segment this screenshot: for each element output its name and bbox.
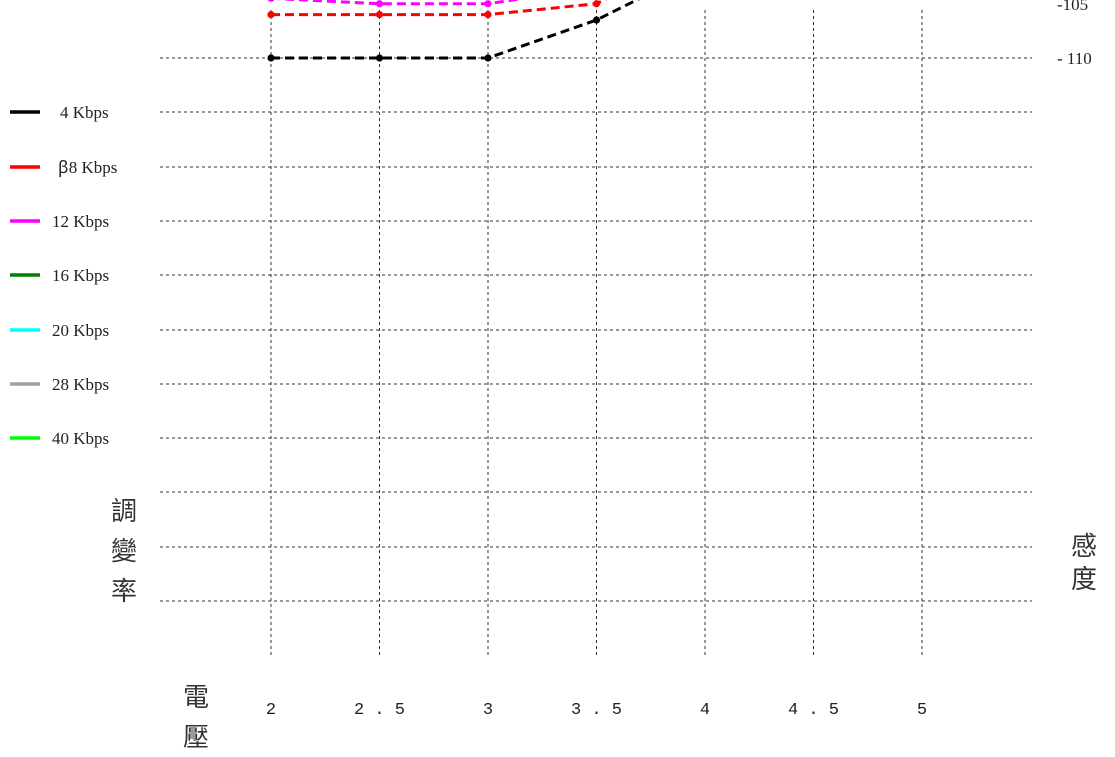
legend-label: ꞵ8 Kbps: [58, 158, 117, 178]
svg-text:變: 變: [111, 537, 137, 567]
data-point: [375, 11, 384, 19]
y-axis-label-left: 調變率: [111, 497, 137, 607]
x-tick-label: 2 . 5: [354, 701, 405, 720]
x-tick-label: 4 . 5: [788, 701, 839, 720]
data-point: [267, 0, 275, 2]
svg-text:調: 調: [111, 497, 137, 527]
legend-label: 40 Kbps: [52, 429, 109, 448]
legend-label: 28 Kbps: [52, 375, 109, 394]
x-tick-label: 5: [917, 701, 927, 720]
series-group: [267, 0, 640, 62]
data-point: [375, 54, 384, 62]
svg-text:壓: 壓: [183, 723, 209, 753]
data-point: [375, 0, 384, 8]
svg-text:感: 感: [1071, 532, 1097, 562]
y-axis-label-right: 感度: [1071, 532, 1097, 595]
x-tick-label: 2: [266, 701, 276, 720]
series-12-kbps: [267, 0, 524, 8]
x-tick-label: 4: [700, 701, 710, 720]
data-point: [267, 54, 275, 62]
data-point: [592, 16, 601, 24]
y-tick-label: - 110: [1057, 49, 1092, 68]
grid: [160, 10, 1032, 658]
legend-label: 4 Kbps: [60, 103, 109, 122]
x-axis-label: 電壓: [183, 683, 209, 753]
svg-text:率: 率: [111, 577, 137, 607]
tick-labels: - 110-105-100-95-90-85- 80- 7522 . 533 .…: [266, 0, 1092, 720]
x-tick-label: 3: [483, 701, 493, 720]
data-point: [484, 0, 492, 8]
legend-label: 12 Kbps: [52, 212, 109, 231]
series-4-kbps: [267, 0, 640, 62]
data-point: [484, 54, 492, 62]
svg-text:度: 度: [1071, 565, 1097, 595]
legend-label: 20 Kbps: [52, 321, 109, 340]
data-point: [484, 11, 492, 19]
legend: 4 Kbps ꞵ8 Kbps 12 Kbps 16 Kbps 20 Kbps 28 Kbp…: [10, 103, 117, 448]
legend-label: 16 Kbps: [52, 266, 109, 285]
x-tick-label: 3 . 5: [571, 701, 622, 720]
y-tick-label: -105: [1057, 0, 1088, 14]
svg-text:電: 電: [183, 683, 209, 713]
data-point: [592, 0, 601, 8]
data-point: [267, 11, 275, 19]
series-8-kbps: [267, 0, 608, 19]
